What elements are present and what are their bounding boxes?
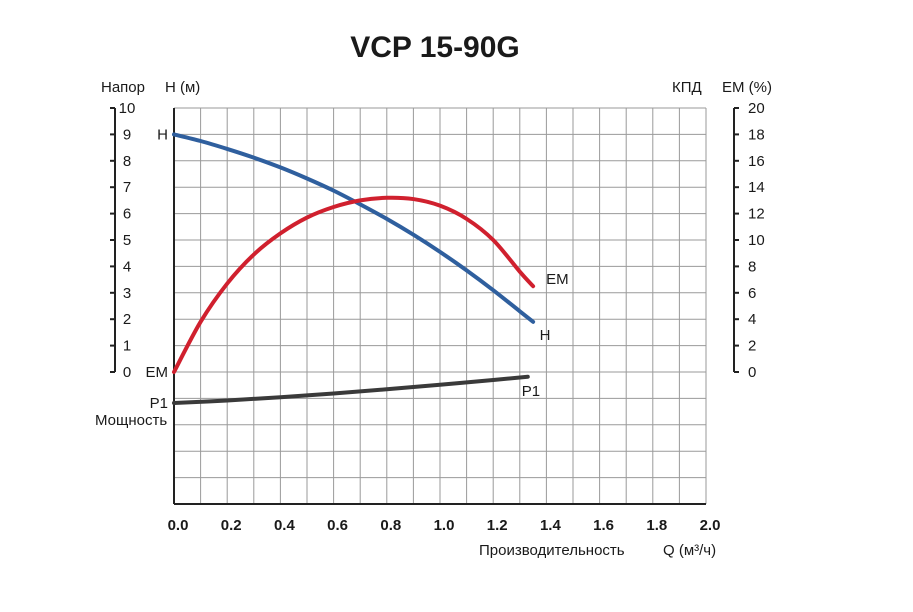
power-axis-label: Мощность bbox=[95, 412, 167, 429]
y-right-tick-label: 16 bbox=[748, 153, 765, 170]
series-end-label-em: EM bbox=[546, 271, 569, 288]
y-left-tick-label: 7 bbox=[123, 179, 131, 196]
y-left-tick-label: 10 bbox=[119, 100, 136, 117]
x-tick-label: 0.0 bbox=[168, 517, 189, 534]
x-tick-label: 1.2 bbox=[487, 517, 508, 534]
y-left-tick-label: 5 bbox=[123, 232, 131, 249]
y-right-tick-label: 10 bbox=[748, 232, 765, 249]
y-left-tick-label: 1 bbox=[123, 338, 131, 355]
x-axis-unit: Q (м³/ч) bbox=[663, 542, 716, 559]
y-right-label-prefix: КПД bbox=[672, 79, 702, 96]
y-right-tick-label: 2 bbox=[748, 338, 756, 355]
y-left-tick-label: 2 bbox=[123, 311, 131, 328]
series-end-label-p1: P1 bbox=[522, 383, 540, 400]
y-left-tick-label: 4 bbox=[123, 258, 131, 275]
y-left-tick-label: 8 bbox=[123, 153, 131, 170]
x-tick-label: 0.2 bbox=[221, 517, 242, 534]
x-tick-label: 0.8 bbox=[380, 517, 401, 534]
y-right-tick-label: 8 bbox=[748, 258, 756, 275]
y-right-tick-label: 4 bbox=[748, 311, 756, 328]
y-left-tick-label: 9 bbox=[123, 126, 131, 143]
y-left-label-prefix: Напор bbox=[101, 79, 145, 96]
y-right-tick-label: 20 bbox=[748, 100, 765, 117]
x-tick-label: 1.8 bbox=[646, 517, 667, 534]
y-right-tick-label: 14 bbox=[748, 179, 765, 196]
x-tick-label: 1.6 bbox=[593, 517, 614, 534]
x-axis-label: Производительность bbox=[479, 542, 625, 559]
series-start-label-em: EM bbox=[146, 364, 169, 381]
series-start-label-h: H bbox=[157, 126, 168, 143]
y-left-tick-label: 6 bbox=[123, 206, 131, 223]
x-tick-label: 2.0 bbox=[700, 517, 721, 534]
series-line-em bbox=[172, 195, 536, 374]
series-end-label-h: H bbox=[540, 327, 551, 344]
y-left-tick-label: 3 bbox=[123, 285, 131, 302]
series-labels: H H EM EM P1 P1 bbox=[146, 126, 569, 412]
x-tick-label: 0.4 bbox=[274, 517, 296, 534]
series-start-label-p1: P1 bbox=[150, 395, 168, 412]
series-line-p1 bbox=[172, 374, 530, 405]
y-left-tick-label: 0 bbox=[123, 364, 131, 381]
y-right-tick-label: 0 bbox=[748, 364, 756, 381]
x-tick-label: 1.0 bbox=[434, 517, 455, 534]
series-line-h bbox=[172, 132, 536, 324]
series-lines bbox=[172, 132, 536, 405]
chart-title: VCP 15-90G bbox=[350, 31, 520, 64]
y-right-tick-label: 12 bbox=[748, 206, 765, 223]
x-tick-label: 0.6 bbox=[327, 517, 348, 534]
y-right-tick-label: 18 bbox=[748, 126, 765, 143]
y-right-axis-label: EM (%) bbox=[722, 79, 772, 96]
x-tick-label: 1.4 bbox=[540, 517, 562, 534]
y-left-axis-label: H (м) bbox=[165, 79, 200, 96]
y-right-tick-label: 6 bbox=[748, 285, 756, 302]
grid bbox=[174, 107, 707, 504]
